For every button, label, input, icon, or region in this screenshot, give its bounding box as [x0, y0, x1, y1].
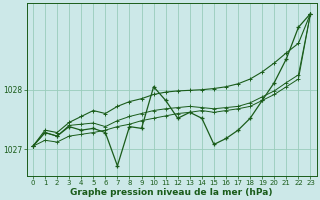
- X-axis label: Graphe pression niveau de la mer (hPa): Graphe pression niveau de la mer (hPa): [70, 188, 273, 197]
